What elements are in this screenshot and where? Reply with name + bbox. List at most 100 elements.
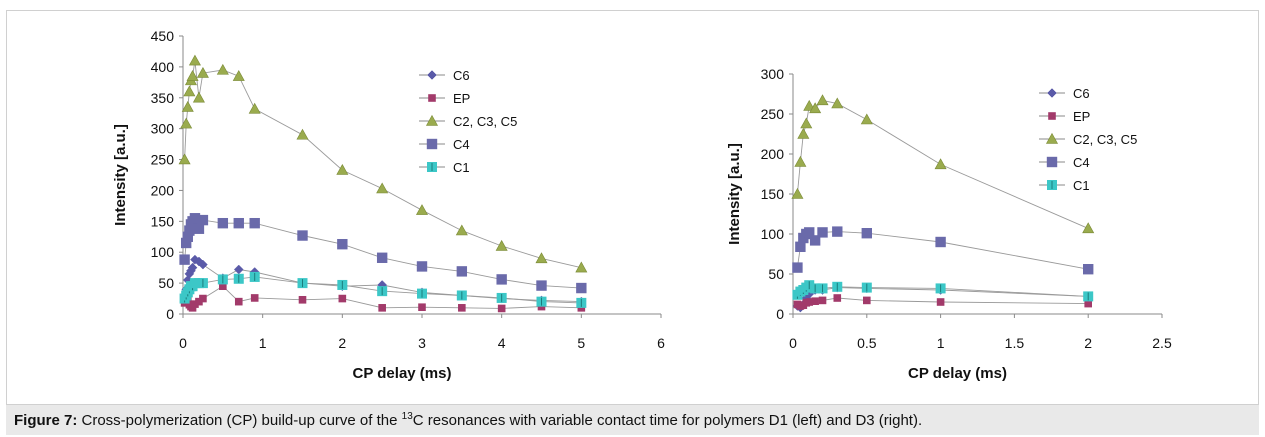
chart2-point-1 (1084, 299, 1092, 308)
chart1-point-3 (189, 213, 201, 224)
chart1-point-2 (181, 100, 194, 112)
chart2-y-tick-label: 100 (761, 226, 785, 242)
chart1-x-tick-label: 4 (498, 335, 506, 351)
chart1-legend-marker-3 (426, 138, 438, 150)
chart2-x-tick-label: 0 (789, 335, 797, 351)
chart2-point-2 (809, 102, 822, 114)
chart2-point-2 (791, 187, 804, 199)
chart-panel: 0 50 100 150 200 250 300 350 400 450 0 1 2 3 4 5 6 CP del… (6, 10, 1259, 405)
chart1-point-3 (184, 225, 195, 236)
chart2-point-2 (1082, 222, 1095, 234)
chart1-point-3 (233, 217, 244, 229)
chart2-y-tick-label: 250 (761, 106, 785, 122)
chart1-y-tick-label: 300 (151, 121, 175, 137)
chart1-legend-marker-1 (428, 94, 436, 102)
chart1-y-axis-title: Intensity [a.u.] (112, 124, 129, 226)
chart1-point-0 (187, 262, 198, 273)
chart1-point-3 (416, 261, 428, 272)
chart2-point-3 (1083, 264, 1094, 275)
chart2-legend-label-2: C2, C3, C5 (1073, 132, 1137, 147)
chart1-y-tick-label: 200 (151, 182, 175, 198)
caption-text-before: Cross-polymerization (CP) build-up curve… (77, 412, 402, 429)
chart1-point-0 (233, 264, 244, 275)
chart1-legend-marker-2 (425, 114, 439, 126)
chart1-point-3 (197, 214, 209, 226)
chart1-point-1 (378, 304, 386, 312)
chart1-y-tick-label: 350 (151, 90, 175, 106)
chart2-y-tick-label: 150 (761, 186, 785, 202)
chart1-point-2 (376, 182, 389, 194)
chart1-x-tick-label: 1 (259, 335, 267, 351)
figure-caption: Figure 7: Cross-polymerization (CP) buil… (6, 405, 1259, 435)
chart1-legend-label-0: C6 (453, 68, 470, 83)
chart1-point-2 (180, 117, 193, 129)
chart2-y-tick-label: 200 (761, 146, 785, 162)
chart1-point-1 (338, 294, 347, 303)
chart1-point-3 (193, 223, 205, 234)
chart2-legend-marker-1 (1048, 112, 1056, 120)
caption-text-after: C resonances with variable contact time … (412, 412, 923, 429)
chart2-y-tick-label: 0 (776, 306, 784, 322)
chart1-x-tick-label: 2 (338, 335, 346, 351)
caption-superscript: 13 (401, 411, 413, 422)
chart1-point-0 (198, 259, 208, 270)
chart1-point-2 (178, 153, 191, 165)
chart2-point-1 (936, 298, 945, 306)
chart2-point-2 (794, 155, 807, 167)
chart2-point-3 (817, 227, 828, 238)
chart1-point-3 (180, 237, 192, 249)
chart2-point-2 (816, 94, 829, 106)
chart1-y-tick-label: 450 (151, 28, 175, 44)
chart2-x-tick-label: 2.5 (1152, 335, 1172, 351)
chart2-point-2 (803, 99, 816, 111)
chart2-x-tick-label: 1 (937, 335, 945, 351)
chart1-point-1 (458, 304, 466, 312)
chart2-point-3 (804, 227, 815, 238)
chart2-legend-label-4: C1 (1073, 178, 1090, 193)
chart1-point-3 (182, 231, 193, 242)
chart1-point-1 (418, 303, 426, 312)
chart2-point-2 (860, 113, 873, 125)
chart1-legend-marker-0 (427, 70, 437, 80)
chart1-point-2 (186, 70, 199, 81)
chart1-point-2 (415, 204, 429, 215)
chart1-point-3 (297, 230, 308, 241)
chart1-point-2 (495, 239, 508, 251)
chart2-point-3 (792, 262, 803, 273)
chart2-point-1 (811, 297, 819, 305)
chart2-point-3 (935, 236, 946, 248)
chart1-point-3 (576, 282, 587, 294)
chart1-point-1 (219, 282, 227, 290)
chart2-point-1 (833, 294, 842, 302)
chart1-point-1 (497, 304, 506, 313)
chart2-point-2 (934, 158, 947, 170)
chart1-point-1 (191, 300, 199, 308)
chart1-y-tick-label: 50 (158, 275, 174, 291)
chart1-x-tick-label: 3 (418, 335, 426, 351)
chart2-point-1 (818, 296, 827, 305)
chart2-x-tick-label: 2 (1084, 335, 1092, 351)
chart2-point-2 (797, 127, 810, 139)
chart2-legend-marker-3 (1046, 156, 1058, 168)
chart1-y-tick-label: 100 (151, 244, 175, 260)
chart2-point-1 (805, 298, 814, 306)
chart1-x-tick-label: 6 (657, 335, 665, 351)
chart1-point-3 (179, 254, 190, 265)
chart1-point-2 (455, 224, 468, 236)
chart2-legend-marker-0 (1047, 88, 1057, 98)
chart1-point-3 (456, 266, 468, 277)
chart2-legend-label-3: C4 (1073, 155, 1090, 170)
chart1-point-3 (536, 280, 547, 291)
chart2-y-tick-label: 50 (768, 266, 784, 282)
chart2-point-3 (809, 235, 821, 246)
chart1-x-tick-label: 0 (179, 335, 187, 351)
chart1-point-3 (217, 217, 229, 229)
chart1-y-tick-label: 0 (166, 306, 174, 322)
chart1-point-1 (199, 294, 207, 303)
chart2-legend-label-0: C6 (1073, 86, 1090, 101)
chart2-y-axis-title: Intensity [a.u.] (726, 143, 743, 245)
chart1-point-3 (496, 274, 507, 285)
chart2-point-3 (832, 226, 843, 237)
chart1-series-line-2 (184, 60, 582, 269)
